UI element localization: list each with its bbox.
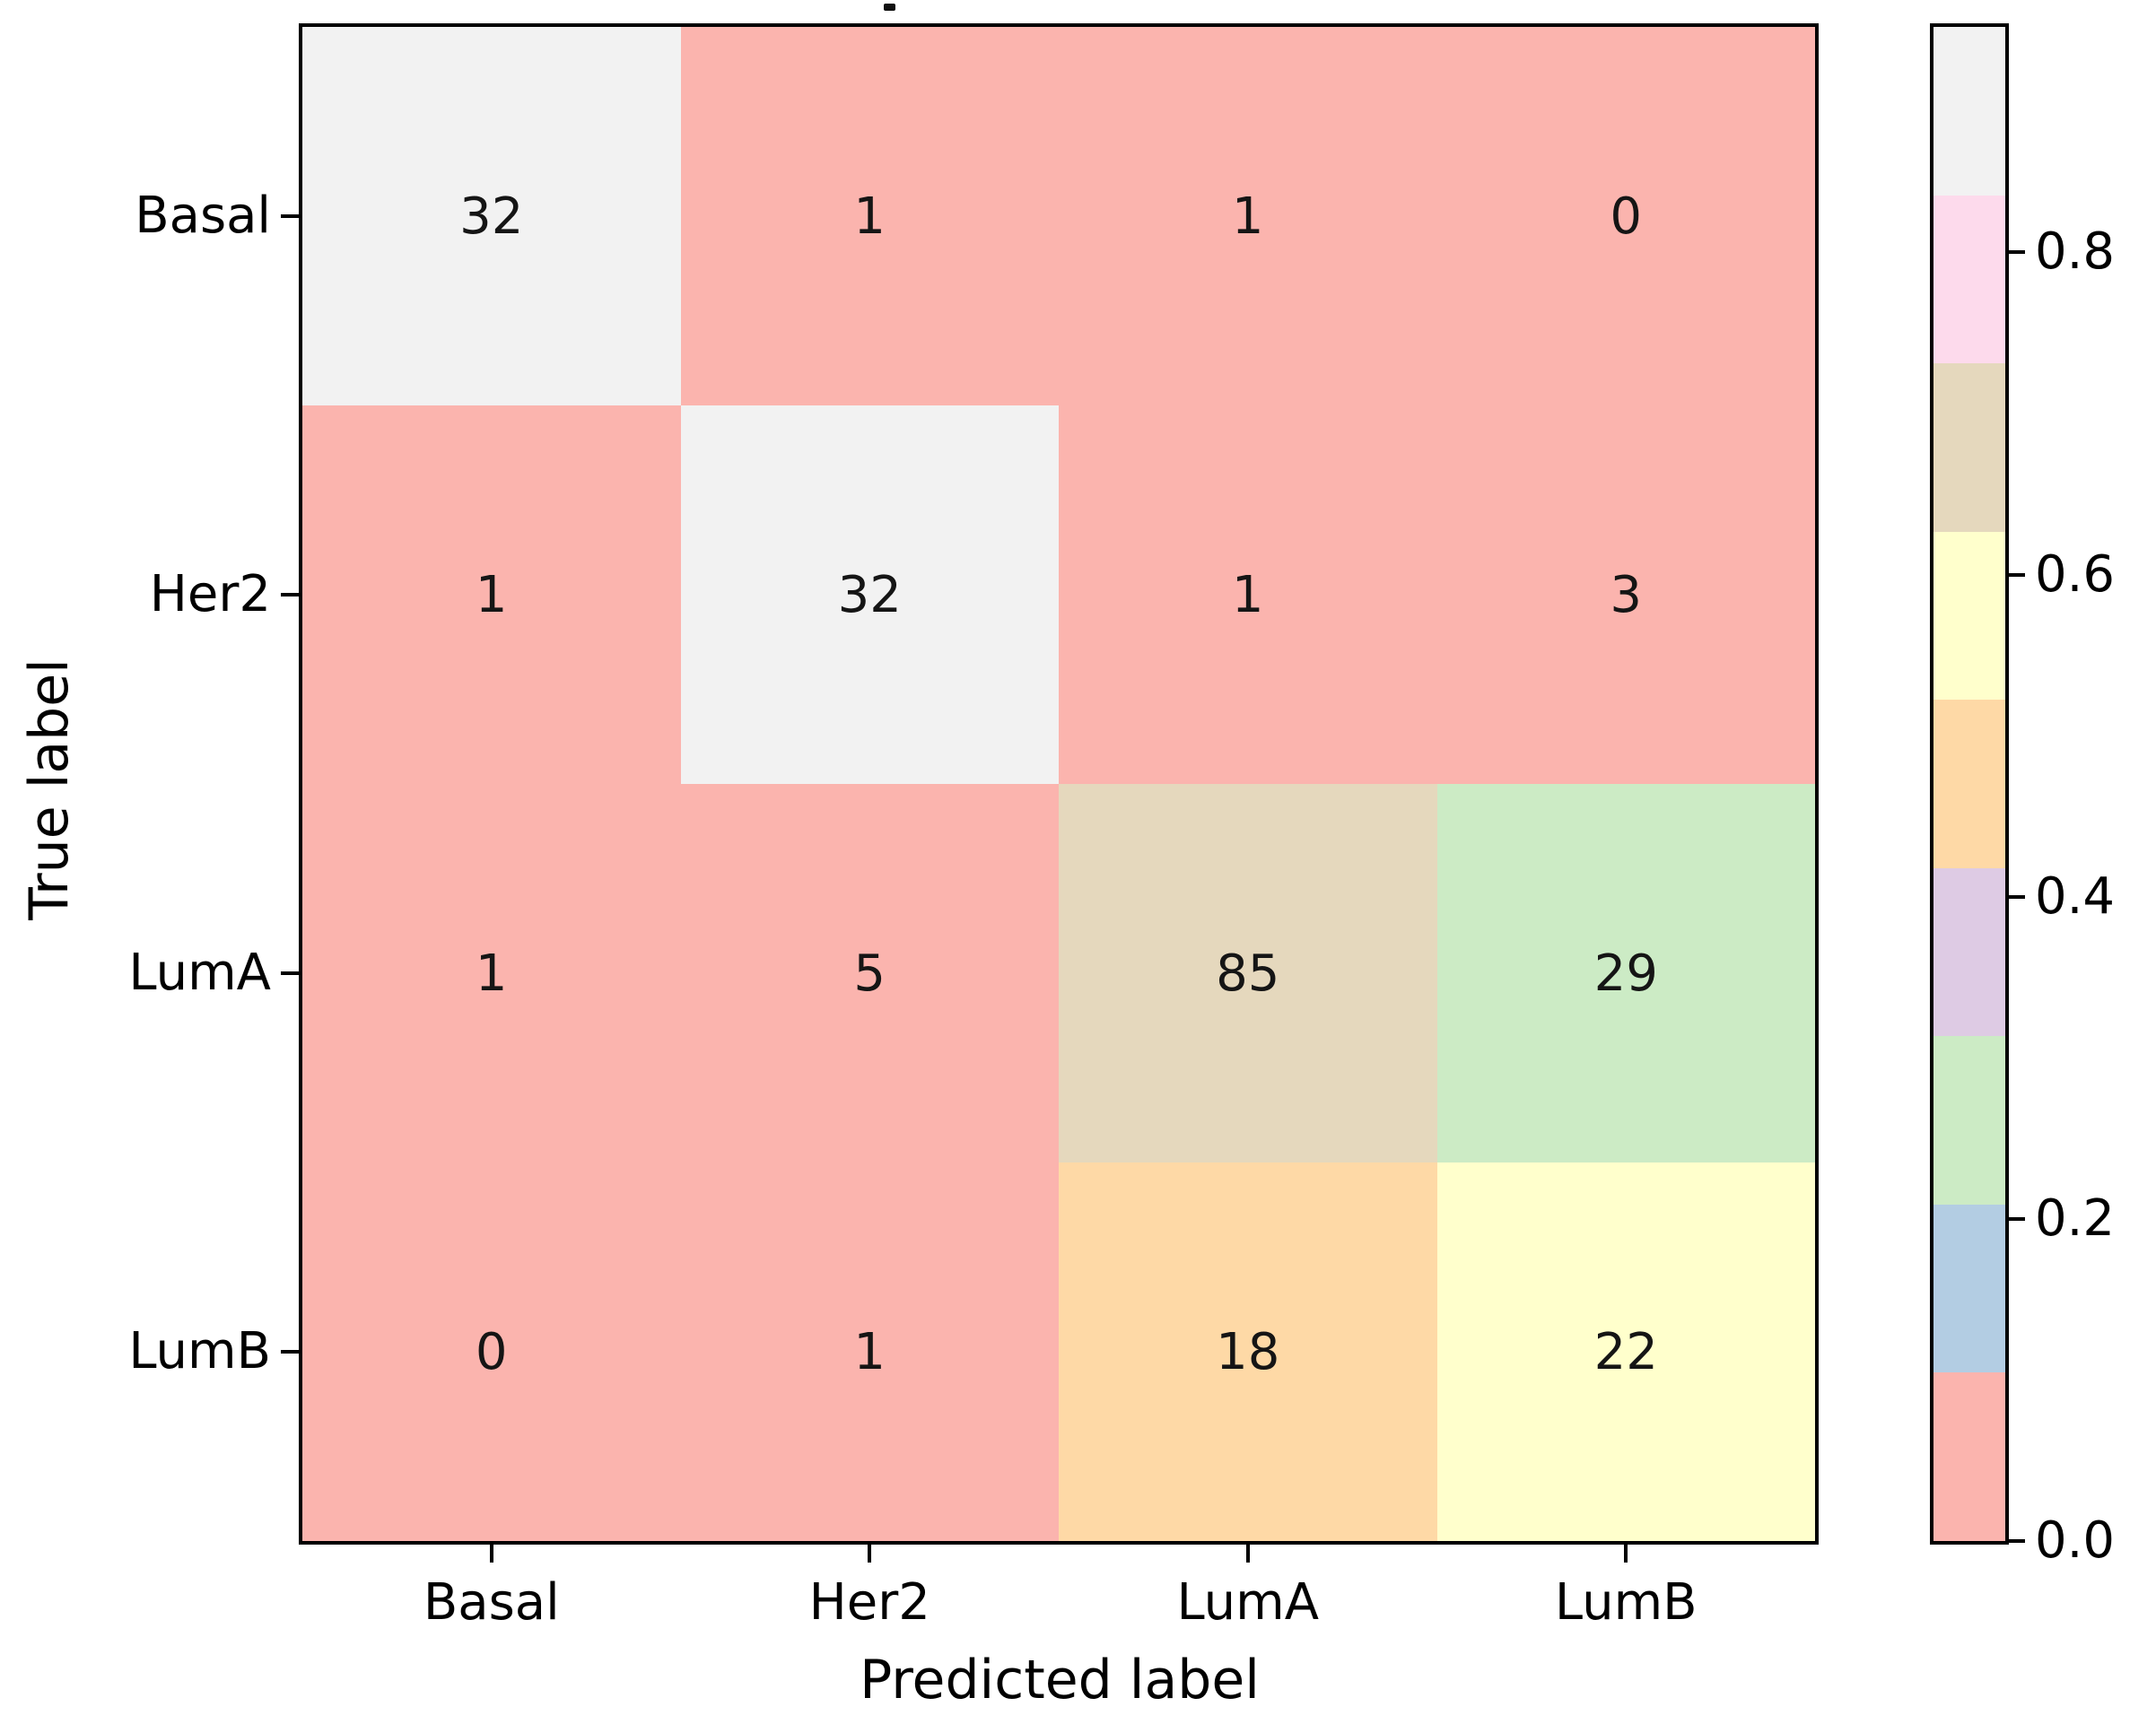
colorbar-segment-3 (1933, 867, 2005, 1037)
y-tick-label-LumA: LumA (128, 944, 271, 1002)
matrix-cell-Basal-Basal: 32 (302, 27, 681, 405)
colorbar-tick-mark (2005, 894, 2025, 899)
colorbar-segment-2 (1933, 1036, 2005, 1205)
colorbar-segment-4 (1933, 700, 2005, 868)
y-tick-label-Basal: Basal (135, 187, 271, 245)
colorbar-tick-label-0.6: 0.6 (2035, 544, 2116, 604)
matrix-cell-Her2-LumA: 1 (1059, 405, 1437, 784)
colorbar-tick-label-0.8: 0.8 (2035, 222, 2116, 282)
y-tick-label-LumB: LumB (128, 1322, 271, 1380)
y-tick-mark (281, 593, 299, 596)
matrix-cell-LumA-Basal: 1 (302, 784, 681, 1162)
matrix-cell-LumB-LumB: 22 (1436, 1162, 1815, 1541)
colorbar-segment-5 (1933, 531, 2005, 701)
y-tick-mark (281, 214, 299, 218)
x-tick-mark (1624, 1545, 1628, 1563)
x-tick-label-LumB: LumB (1554, 1573, 1698, 1632)
matrix-cell-Basal-LumA: 1 (1059, 27, 1437, 405)
matrix-cell-Basal-Her2: 1 (680, 27, 1059, 405)
matrix-cell-LumA-LumB: 29 (1436, 784, 1815, 1162)
colorbar-tick-label-0.4: 0.4 (2035, 866, 2116, 926)
colorbar-segment-7 (1933, 195, 2005, 364)
colorbar-segment-6 (1933, 363, 2005, 532)
x-tick-mark (1245, 1545, 1250, 1563)
colorbar-tick-mark (2005, 572, 2025, 577)
matrix-cell-LumB-Basal: 0 (302, 1162, 681, 1541)
matrix-cell-Her2-Her2: 32 (680, 405, 1059, 784)
matrix-cell-Basal-LumB: 0 (1436, 27, 1815, 405)
matrix-cell-LumA-Her2: 5 (680, 784, 1059, 1162)
matrix-cell-LumB-LumA: 18 (1059, 1162, 1437, 1541)
y-tick-mark (281, 1350, 299, 1354)
colorbar-segment-8 (1933, 26, 2005, 196)
colorbar (1930, 23, 2009, 1545)
x-tick-mark (868, 1545, 872, 1563)
colorbar-tick-mark (2005, 1539, 2025, 1543)
matrix-cell-Her2-Basal: 1 (302, 405, 681, 784)
colorbar-segment-1 (1933, 1204, 2005, 1373)
matrix-cell-LumA-LumA: 85 (1059, 784, 1437, 1162)
x-tick-label-Her2: Her2 (808, 1573, 930, 1632)
colorbar-tick-label-0.0: 0.0 (2035, 1511, 2116, 1570)
x-axis-label: Predicted label (860, 1649, 1260, 1711)
matrix-cell-Her2-LumB: 3 (1436, 405, 1815, 784)
colorbar-tick-mark (2005, 1216, 2025, 1221)
x-tick-label-Basal: Basal (423, 1573, 560, 1632)
colorbar-tick-label-0.2: 0.2 (2035, 1189, 2116, 1248)
matrix-cell-LumB-Her2: 1 (680, 1162, 1059, 1541)
cropped-title-mark (884, 4, 895, 11)
y-tick-label-Her2: Her2 (149, 565, 271, 623)
y-tick-mark (281, 971, 299, 975)
colorbar-segment-0 (1933, 1372, 2005, 1541)
colorbar-tick-mark (2005, 250, 2025, 255)
x-tick-label-LumA: LumA (1176, 1573, 1320, 1632)
x-tick-mark (489, 1545, 493, 1563)
heatmap-plot-area: 32 1 1 0 1 32 1 3 1 5 85 29 0 1 18 22 (299, 23, 1819, 1545)
